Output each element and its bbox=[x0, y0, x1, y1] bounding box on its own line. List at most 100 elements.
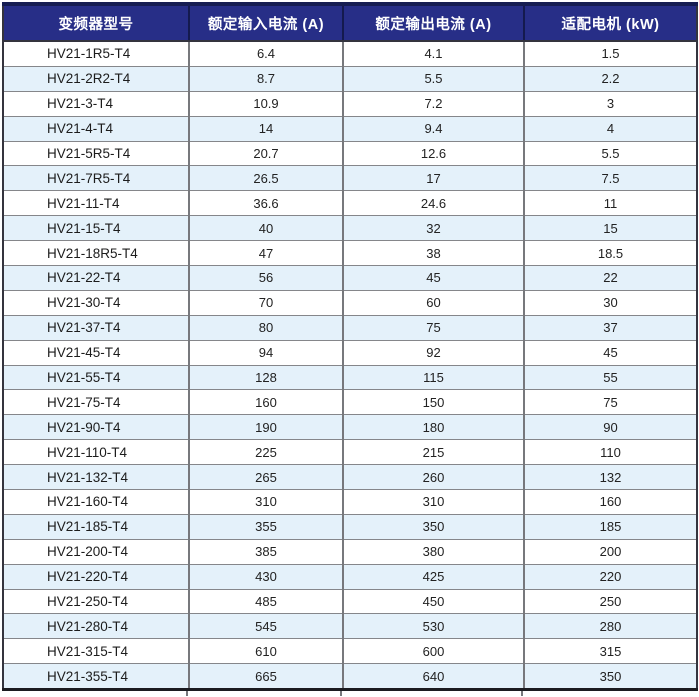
value-cell: 75 bbox=[523, 389, 697, 415]
value-cell: 310 bbox=[188, 489, 343, 515]
value-cell: 15 bbox=[523, 215, 697, 241]
value-cell: 70 bbox=[188, 289, 343, 316]
table-row: HV21-22-T4 56 45 22 bbox=[3, 265, 697, 291]
value-cell: 200 bbox=[523, 538, 697, 565]
table-row: HV21-37-T4 80 75 37 bbox=[3, 314, 697, 341]
value-cell: 280 bbox=[523, 613, 697, 639]
value-cell: 610 bbox=[188, 638, 343, 664]
value-cell: 185 bbox=[523, 513, 697, 540]
model-cell: HV21-75-T4 bbox=[3, 389, 189, 415]
value-cell: 600 bbox=[342, 638, 524, 664]
gridline-stub bbox=[186, 691, 188, 697]
value-cell: 160 bbox=[523, 489, 697, 515]
value-cell: 225 bbox=[188, 439, 343, 465]
model-cell: HV21-132-T4 bbox=[3, 464, 189, 490]
table-row: HV21-5R5-T4 20.7 12.6 5.5 bbox=[3, 140, 697, 166]
model-cell: HV21-3-T4 bbox=[3, 90, 189, 117]
value-cell: 45 bbox=[342, 265, 524, 291]
value-cell: 6.4 bbox=[188, 40, 343, 67]
model-cell: HV21-185-T4 bbox=[3, 513, 189, 540]
table-body: HV21-1R5-T4 6.4 4.1 1.5 HV21-2R2-T4 8.7 5.5 2.2… bbox=[3, 40, 697, 690]
model-cell: HV21-280-T4 bbox=[3, 613, 189, 639]
value-cell: 160 bbox=[188, 389, 343, 415]
value-cell: 485 bbox=[188, 588, 343, 614]
value-cell: 14 bbox=[188, 115, 343, 142]
value-cell: 92 bbox=[342, 339, 524, 366]
gridline-stub bbox=[340, 691, 342, 697]
value-cell: 17 bbox=[342, 165, 524, 191]
value-cell: 265 bbox=[188, 464, 343, 490]
model-cell: HV21-250-T4 bbox=[3, 588, 189, 614]
value-cell: 60 bbox=[342, 289, 524, 316]
table-row: HV21-15-T4 40 32 15 bbox=[3, 215, 697, 241]
bottom-gridline-stubs bbox=[2, 691, 696, 697]
value-cell: 90 bbox=[523, 414, 697, 440]
model-cell: HV21-7R5-T4 bbox=[3, 165, 189, 191]
model-cell: HV21-37-T4 bbox=[3, 314, 189, 341]
column-header-motor: 适配电机 (kW) bbox=[523, 2, 697, 42]
table-row: HV21-30-T4 70 60 30 bbox=[3, 289, 697, 316]
value-cell: 7.2 bbox=[342, 90, 524, 117]
model-cell: HV21-55-T4 bbox=[3, 364, 189, 390]
value-cell: 18.5 bbox=[523, 240, 697, 266]
value-cell: 47 bbox=[188, 240, 343, 266]
value-cell: 94 bbox=[188, 339, 343, 366]
table-row: HV21-355-T4 665 640 350 bbox=[3, 663, 697, 690]
value-cell: 425 bbox=[342, 563, 524, 590]
table-row: HV21-45-T4 94 92 45 bbox=[3, 339, 697, 366]
value-cell: 9.4 bbox=[342, 115, 524, 142]
value-cell: 75 bbox=[342, 314, 524, 341]
value-cell: 385 bbox=[188, 538, 343, 565]
value-cell: 180 bbox=[342, 414, 524, 440]
model-cell: HV21-90-T4 bbox=[3, 414, 189, 440]
value-cell: 3 bbox=[523, 90, 697, 117]
table-row: HV21-18R5-T4 47 38 18.5 bbox=[3, 240, 697, 266]
gridline-stub bbox=[521, 691, 523, 697]
table-row: HV21-185-T4 355 350 185 bbox=[3, 513, 697, 540]
value-cell: 350 bbox=[342, 513, 524, 540]
value-cell: 665 bbox=[188, 663, 343, 690]
value-cell: 260 bbox=[342, 464, 524, 490]
value-cell: 26.5 bbox=[188, 165, 343, 191]
column-header-model: 变频器型号 bbox=[3, 2, 189, 42]
table-row: HV21-7R5-T4 26.5 17 7.5 bbox=[3, 165, 697, 191]
model-cell: HV21-200-T4 bbox=[3, 538, 189, 565]
model-cell: HV21-355-T4 bbox=[3, 663, 189, 690]
value-cell: 40 bbox=[188, 215, 343, 241]
value-cell: 38 bbox=[342, 240, 524, 266]
model-cell: HV21-4-T4 bbox=[3, 115, 189, 142]
model-cell: HV21-11-T4 bbox=[3, 190, 189, 216]
value-cell: 24.6 bbox=[342, 190, 524, 216]
value-cell: 115 bbox=[342, 364, 524, 390]
value-cell: 190 bbox=[188, 414, 343, 440]
value-cell: 10.9 bbox=[188, 90, 343, 117]
value-cell: 4.1 bbox=[342, 40, 524, 67]
value-cell: 56 bbox=[188, 265, 343, 291]
value-cell: 350 bbox=[523, 663, 697, 690]
value-cell: 30 bbox=[523, 289, 697, 316]
value-cell: 250 bbox=[523, 588, 697, 614]
value-cell: 380 bbox=[342, 538, 524, 565]
value-cell: 215 bbox=[342, 439, 524, 465]
value-cell: 640 bbox=[342, 663, 524, 690]
table-row: HV21-55-T4 128 115 55 bbox=[3, 364, 697, 390]
model-cell: HV21-45-T4 bbox=[3, 339, 189, 366]
model-cell: HV21-315-T4 bbox=[3, 638, 189, 664]
value-cell: 5.5 bbox=[523, 140, 697, 166]
value-cell: 22 bbox=[523, 265, 697, 291]
value-cell: 5.5 bbox=[342, 65, 524, 92]
value-cell: 11 bbox=[523, 190, 697, 216]
table-row: HV21-1R5-T4 6.4 4.1 1.5 bbox=[3, 40, 697, 67]
model-cell: HV21-160-T4 bbox=[3, 489, 189, 515]
value-cell: 36.6 bbox=[188, 190, 343, 216]
table-row: HV21-160-T4 310 310 160 bbox=[3, 489, 697, 515]
table-row: HV21-280-T4 545 530 280 bbox=[3, 613, 697, 639]
table-row: HV21-315-T4 610 600 315 bbox=[3, 638, 697, 664]
table-row: HV21-11-T4 36.6 24.6 11 bbox=[3, 190, 697, 216]
model-cell: HV21-22-T4 bbox=[3, 265, 189, 291]
column-header-output-current: 额定输出电流 (A) bbox=[342, 2, 524, 42]
value-cell: 132 bbox=[523, 464, 697, 490]
table-row: HV21-2R2-T4 8.7 5.5 2.2 bbox=[3, 65, 697, 92]
table-row: HV21-4-T4 14 9.4 4 bbox=[3, 115, 697, 142]
